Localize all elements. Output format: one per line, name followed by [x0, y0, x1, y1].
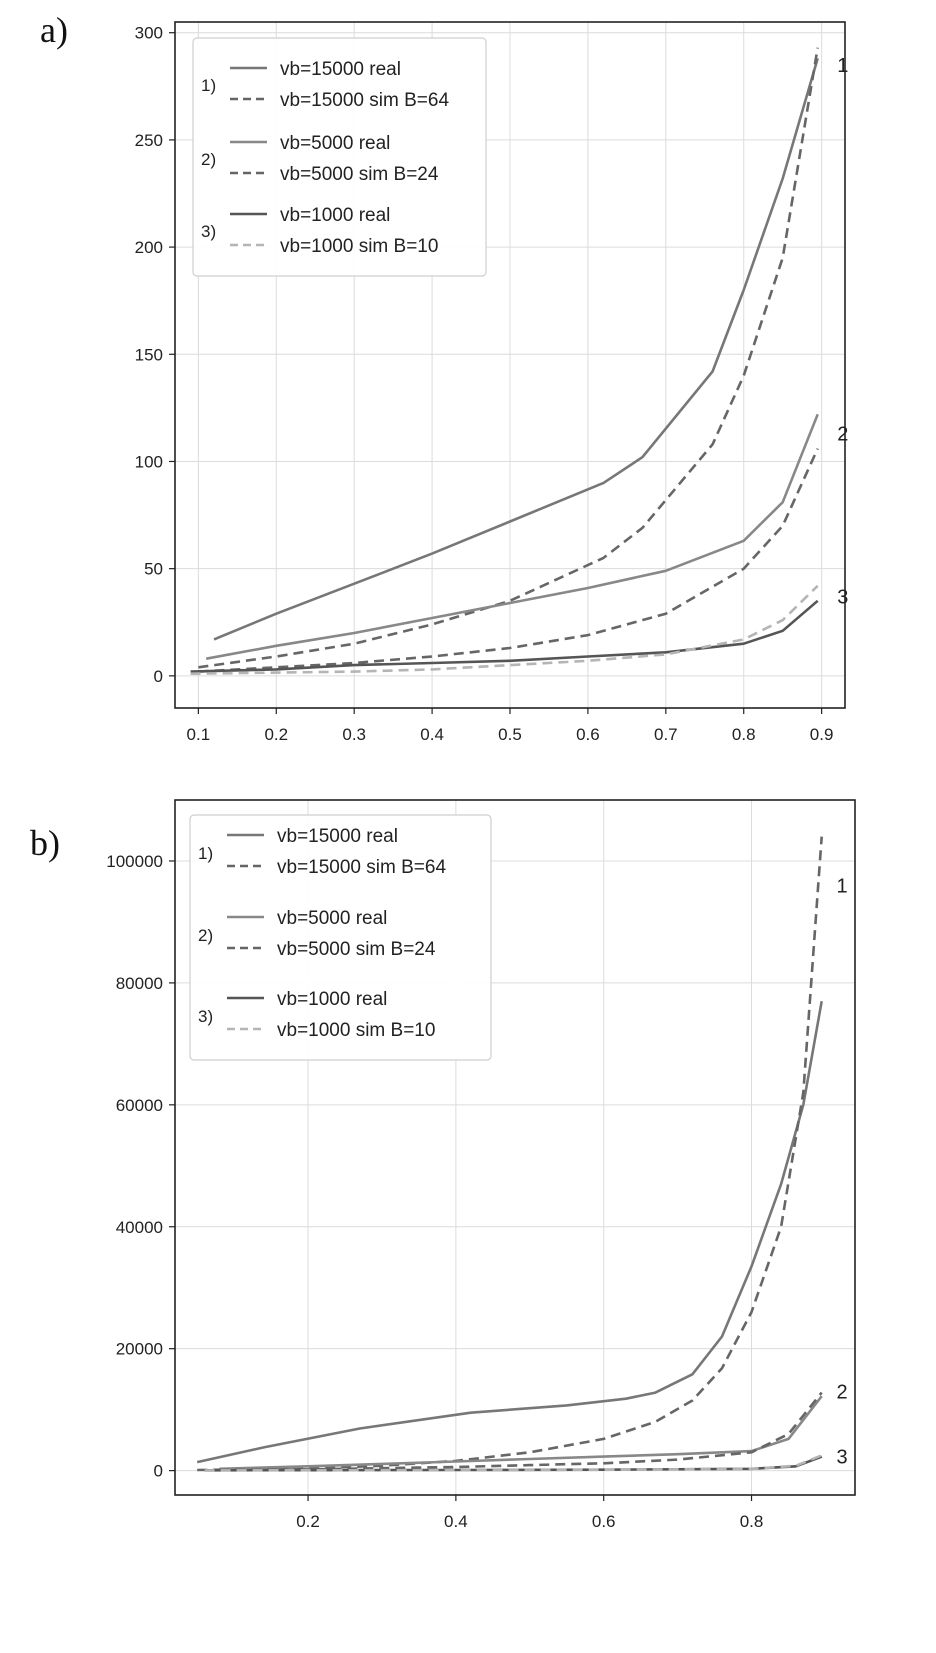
x-tick-label: 0.1	[187, 725, 211, 744]
chart-panel-b: b) 0.2 0.4 0.6 0.8 0 20000 40000 60000 80000 10000…	[30, 799, 856, 1531]
legend-group-number: 3)	[201, 222, 216, 241]
legend-label: vb=5000 real	[277, 908, 387, 929]
x-tick-label: 0.6	[576, 725, 600, 744]
y-tick-label: 60000	[116, 1096, 163, 1115]
series-line-1	[196, 1000, 823, 1464]
legend-group-number: 1)	[198, 844, 213, 863]
legend-group-number: 3)	[198, 1007, 213, 1026]
y-tick-label: 100000	[106, 852, 163, 871]
series-line-2	[198, 47, 819, 669]
x-tick-label: 0.4	[444, 1512, 468, 1531]
x-tick-label: 0.8	[732, 725, 756, 744]
panel-label: b)	[30, 823, 60, 863]
legend-label: vb=1000 real	[280, 205, 390, 226]
y-tick-label: 300	[135, 24, 163, 43]
x-tick-label: 0.2	[264, 725, 288, 744]
legend-group-number: 2)	[198, 926, 213, 945]
series-line-6	[190, 584, 819, 675]
x-tick-label: 0.3	[342, 725, 366, 744]
legend-label: vb=5000 sim B=24	[277, 939, 436, 960]
plot-frame	[174, 799, 856, 1496]
y-tick-label: 0	[154, 667, 163, 686]
legend-label: vb=15000 real	[280, 59, 401, 80]
y-tick-label: 20000	[116, 1340, 163, 1359]
legend-label: vb=1000 real	[277, 989, 387, 1010]
y-tick-label: 100	[135, 452, 163, 471]
y-tick-label: 250	[135, 131, 163, 150]
panel-label: a)	[40, 10, 68, 50]
legend-box	[189, 814, 492, 1061]
legend-label: vb=1000 sim B=10	[277, 1020, 435, 1041]
curve-label: 1	[837, 875, 848, 897]
x-tick-label: 0.8	[740, 1512, 764, 1531]
x-tick-label: 0.6	[592, 1512, 616, 1531]
x-tick-label: 0.5	[498, 725, 522, 744]
x-tick-label: 0.4	[420, 725, 444, 744]
y-tick-label: 80000	[116, 974, 163, 993]
x-tick-label: 0.7	[654, 725, 678, 744]
legend-group-number: 1)	[201, 76, 216, 95]
x-tick-label: 0.9	[810, 725, 834, 744]
series-line-4	[198, 448, 819, 673]
legend-label: vb=1000 sim B=10	[280, 236, 438, 257]
legend-label: vb=15000 real	[277, 826, 398, 847]
y-tick-label: 150	[135, 345, 163, 364]
series-line-3	[219, 1395, 823, 1471]
curve-label: 2	[837, 1381, 848, 1403]
series-line-5	[190, 599, 819, 673]
legend-group-number: 2)	[201, 150, 216, 169]
y-tick-label: 200	[135, 238, 163, 257]
y-tick-label: 0	[154, 1462, 163, 1481]
y-tick-label: 50	[144, 560, 163, 579]
series-line-4	[219, 1391, 823, 1472]
curve-label: 2	[837, 424, 848, 446]
series-line-1	[213, 58, 819, 641]
series-line-2	[197, 836, 823, 1472]
legend-label: vb=15000 sim B=64	[277, 857, 446, 878]
series-line-3	[205, 413, 819, 660]
chart-panel-a: a) 0.1 0.2 0.3 0.4 0.5 0.6 0.7 0.8 0.9 0 50 100 150 20…	[40, 10, 848, 744]
legend-label: vb=15000 sim B=64	[280, 90, 449, 111]
curve-label: 3	[837, 1447, 848, 1469]
curve-label: 1	[837, 55, 848, 77]
curve-label: 3	[837, 587, 848, 609]
x-tick-label: 0.2	[296, 1512, 320, 1531]
legend-label: vb=5000 real	[280, 133, 390, 154]
series-line-6	[204, 1454, 823, 1472]
legend-label: vb=5000 sim B=24	[280, 164, 439, 185]
y-tick-label: 40000	[116, 1218, 163, 1237]
legend-box	[192, 37, 487, 277]
